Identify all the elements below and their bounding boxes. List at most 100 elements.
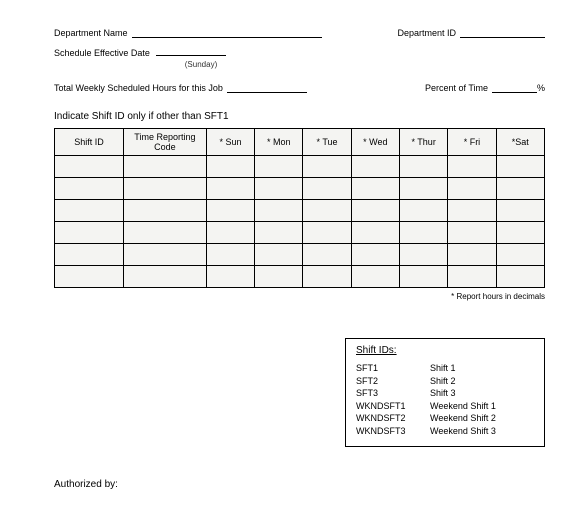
dept-id-group: Department ID	[397, 28, 545, 38]
table-cell[interactable]	[206, 244, 254, 266]
table-cell[interactable]	[448, 266, 496, 288]
table-cell[interactable]	[124, 244, 207, 266]
dept-id-line[interactable]	[460, 37, 545, 38]
table-cell[interactable]	[400, 156, 448, 178]
dept-name-line[interactable]	[132, 37, 322, 38]
table-cell[interactable]	[206, 200, 254, 222]
sched-label: Schedule Effective Date	[54, 48, 150, 58]
table-cell[interactable]	[448, 178, 496, 200]
table-cell[interactable]	[124, 156, 207, 178]
table-header-row: Shift IDTime Reporting Code* Sun* Mon* T…	[55, 129, 545, 156]
table-cell[interactable]	[351, 222, 399, 244]
col-header: * Sun	[206, 129, 254, 156]
legend-title: Shift IDs:	[356, 345, 534, 356]
legend-desc: Weekend Shift 2	[430, 412, 496, 425]
legend-code: WKNDSFT3	[356, 425, 430, 438]
hours-line[interactable]	[227, 92, 307, 93]
table-cell[interactable]	[55, 200, 124, 222]
footnote: * Report hours in decimals	[54, 292, 545, 301]
table-cell[interactable]	[303, 156, 351, 178]
legend-desc: Weekend Shift 3	[430, 425, 496, 438]
legend-code: SFT3	[356, 387, 430, 400]
percent-suffix: %	[537, 83, 545, 93]
table-cell[interactable]	[206, 178, 254, 200]
legend-code: SFT1	[356, 362, 430, 375]
table-cell[interactable]	[124, 266, 207, 288]
table-cell[interactable]	[206, 222, 254, 244]
table-cell[interactable]	[124, 222, 207, 244]
table-body	[55, 156, 545, 288]
table-cell[interactable]	[496, 200, 544, 222]
table-cell[interactable]	[55, 222, 124, 244]
table-cell[interactable]	[55, 244, 124, 266]
table-cell[interactable]	[124, 178, 207, 200]
legend-code: SFT2	[356, 375, 430, 388]
legend-row: WKNDSFT2Weekend Shift 2	[356, 412, 534, 425]
table-cell[interactable]	[255, 200, 303, 222]
table-cell[interactable]	[400, 266, 448, 288]
col-header: *Sat	[496, 129, 544, 156]
table-cell[interactable]	[400, 200, 448, 222]
table-cell[interactable]	[206, 266, 254, 288]
table-cell[interactable]	[55, 178, 124, 200]
table-cell[interactable]	[55, 266, 124, 288]
legend-code: WKNDSFT1	[356, 400, 430, 413]
table-cell[interactable]	[255, 222, 303, 244]
table-row	[55, 244, 545, 266]
table-cell[interactable]	[255, 244, 303, 266]
table-cell[interactable]	[255, 266, 303, 288]
table-cell[interactable]	[400, 178, 448, 200]
table-cell[interactable]	[303, 244, 351, 266]
shift-legend: Shift IDs: SFT1Shift 1SFT2Shift 2SFT3Shi…	[345, 338, 545, 447]
col-header: * Mon	[255, 129, 303, 156]
legend-desc: Weekend Shift 1	[430, 400, 496, 413]
table-row	[55, 266, 545, 288]
table-cell[interactable]	[303, 266, 351, 288]
table-cell[interactable]	[496, 266, 544, 288]
table-row	[55, 178, 545, 200]
col-header: * Fri	[448, 129, 496, 156]
table-cell[interactable]	[55, 156, 124, 178]
percent-line[interactable]	[492, 92, 537, 93]
table-cell[interactable]	[303, 178, 351, 200]
dept-name-group: Department Name	[54, 28, 397, 38]
hours-group: Total Weekly Scheduled Hours for this Jo…	[54, 83, 307, 93]
table-cell[interactable]	[496, 244, 544, 266]
shift-instruction: Indicate Shift ID only if other than SFT…	[54, 111, 545, 122]
table-cell[interactable]	[303, 222, 351, 244]
table-cell[interactable]	[496, 222, 544, 244]
table-cell[interactable]	[206, 156, 254, 178]
table-cell[interactable]	[255, 178, 303, 200]
table-cell[interactable]	[351, 178, 399, 200]
table-row	[55, 222, 545, 244]
table-cell[interactable]	[400, 222, 448, 244]
col-header: * Thur	[400, 129, 448, 156]
legend-row: SFT1Shift 1	[356, 362, 534, 375]
table-cell[interactable]	[448, 244, 496, 266]
table-cell[interactable]	[448, 156, 496, 178]
table-row	[55, 156, 545, 178]
table-cell[interactable]	[496, 156, 544, 178]
legend-code: WKNDSFT2	[356, 412, 430, 425]
table-cell[interactable]	[351, 266, 399, 288]
legend-row: WKNDSFT3Weekend Shift 3	[356, 425, 534, 438]
table-cell[interactable]	[351, 244, 399, 266]
table-cell[interactable]	[255, 156, 303, 178]
table-cell[interactable]	[124, 200, 207, 222]
table-cell[interactable]	[496, 178, 544, 200]
col-header: Time Reporting Code	[124, 129, 207, 156]
table-cell[interactable]	[448, 200, 496, 222]
hours-row: Total Weekly Scheduled Hours for this Jo…	[54, 83, 545, 93]
table-cell[interactable]	[448, 222, 496, 244]
schedule-table: Shift IDTime Reporting Code* Sun* Mon* T…	[54, 128, 545, 288]
col-header: * Tue	[303, 129, 351, 156]
legend-desc: Shift 1	[430, 362, 456, 375]
table-cell[interactable]	[400, 244, 448, 266]
sched-line[interactable]	[156, 55, 226, 56]
legend-items: SFT1Shift 1SFT2Shift 2SFT3Shift 3WKNDSFT…	[356, 362, 534, 438]
legend-desc: Shift 2	[430, 375, 456, 388]
table-cell[interactable]	[351, 200, 399, 222]
legend-row: SFT3Shift 3	[356, 387, 534, 400]
table-cell[interactable]	[303, 200, 351, 222]
table-cell[interactable]	[351, 156, 399, 178]
